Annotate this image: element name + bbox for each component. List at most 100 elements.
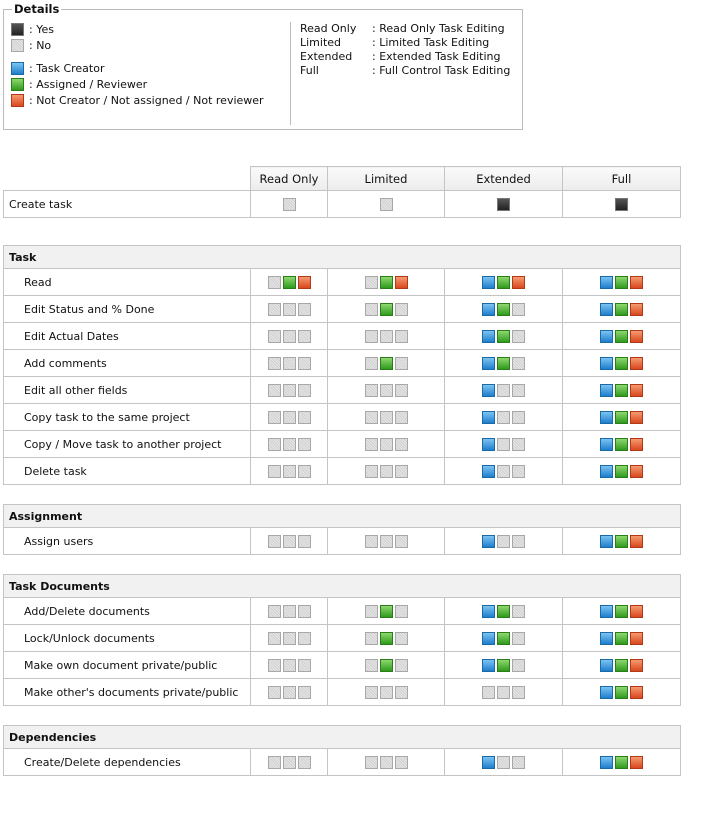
icon-no — [364, 658, 378, 672]
icon-role — [379, 631, 393, 645]
cell — [250, 748, 328, 776]
icon-no — [267, 437, 281, 451]
cell — [561, 597, 682, 625]
icon-no — [282, 534, 296, 548]
icon-role — [482, 329, 495, 343]
cell — [250, 349, 328, 377]
icon-role — [600, 329, 613, 343]
icon-no — [364, 356, 378, 370]
icon-role — [630, 685, 643, 699]
icon-no — [282, 437, 296, 451]
row-label: Make own document private/public — [3, 651, 251, 679]
icon-no — [364, 383, 378, 397]
row-label: Copy task to the same project — [3, 403, 251, 431]
icon-no — [267, 329, 281, 343]
legend-label: : Not Creator / Not assigned / Not revie… — [29, 94, 264, 107]
cell — [444, 349, 563, 377]
icon-role — [630, 410, 643, 424]
cell — [561, 349, 682, 377]
icon-no — [512, 604, 525, 618]
cell — [250, 430, 328, 458]
icon-no — [267, 534, 281, 548]
icon-role — [482, 437, 495, 451]
icon-role — [497, 302, 510, 316]
level-name: Limited — [300, 36, 342, 49]
row-label: Add/Delete documents — [3, 597, 251, 625]
icon-role — [600, 356, 613, 370]
icon-creator — [11, 62, 24, 75]
cell — [444, 527, 563, 555]
cell — [562, 190, 681, 218]
icon-no — [394, 685, 408, 699]
cell — [561, 403, 682, 431]
icon-no — [267, 685, 281, 699]
cell — [444, 597, 563, 625]
icon-role — [630, 658, 643, 672]
icon-no — [364, 755, 378, 769]
icon-no — [394, 604, 408, 618]
icon-role — [482, 383, 495, 397]
icon-role — [600, 437, 613, 451]
cell — [327, 748, 445, 776]
icon-no — [267, 464, 281, 478]
row-label: Copy / Move task to another project — [3, 430, 251, 458]
icon-role — [615, 410, 628, 424]
row-label: Edit Status and % Done — [3, 295, 251, 323]
icon-role — [600, 302, 613, 316]
row: Add/Delete documents — [3, 597, 682, 625]
icon-role — [615, 631, 628, 645]
cell — [561, 376, 682, 404]
legend-item: : Task Creator — [10, 62, 104, 75]
icon-role — [482, 755, 495, 769]
icon-no — [297, 534, 311, 548]
cell — [250, 597, 328, 625]
icon-role — [615, 275, 628, 289]
icon-no — [394, 329, 408, 343]
cell — [444, 748, 563, 776]
details-title: Details — [12, 2, 62, 16]
icon-no — [379, 197, 393, 211]
row-label: Assign users — [3, 527, 251, 555]
row: Edit all other fields — [3, 376, 682, 404]
row: Make own document private/public — [3, 651, 682, 679]
icon-role — [482, 658, 495, 672]
section-header: Task Documents — [2, 574, 682, 598]
icon-no — [364, 534, 378, 548]
section-table: Task Read Edit Status and % Done Edit Actua… — [2, 245, 682, 485]
icon-no — [512, 658, 525, 672]
icon-no — [364, 302, 378, 316]
row-label: Make other's documents private/public — [3, 678, 251, 706]
icon-no — [297, 383, 311, 397]
cell — [561, 268, 682, 296]
icon-role — [615, 302, 628, 316]
icon-no — [297, 604, 311, 618]
icon-role — [630, 631, 643, 645]
icon-role — [379, 604, 393, 618]
icon-no — [364, 685, 378, 699]
cell — [561, 430, 682, 458]
icon-no — [364, 437, 378, 451]
icon-role — [497, 329, 510, 343]
icon-no — [482, 685, 495, 699]
cell — [250, 457, 328, 485]
icon-role — [630, 464, 643, 478]
legend-label: : Task Creator — [29, 62, 105, 75]
cell — [444, 457, 563, 485]
cell — [327, 597, 445, 625]
icon-role — [497, 631, 510, 645]
header-table: Read Only Limited Extended Full Create task — [3, 166, 681, 218]
icon-no — [497, 755, 510, 769]
section-title: Task Documents — [2, 574, 682, 598]
icon-no — [267, 755, 281, 769]
icon-no — [512, 464, 525, 478]
icon-assigned — [11, 78, 24, 91]
icon-no — [297, 410, 311, 424]
row-label: Edit Actual Dates — [3, 322, 251, 350]
icon-role — [600, 604, 613, 618]
cell — [327, 190, 445, 218]
icon-role — [394, 275, 408, 289]
icon-role — [600, 631, 613, 645]
icon-role — [482, 631, 495, 645]
cell — [327, 268, 445, 296]
